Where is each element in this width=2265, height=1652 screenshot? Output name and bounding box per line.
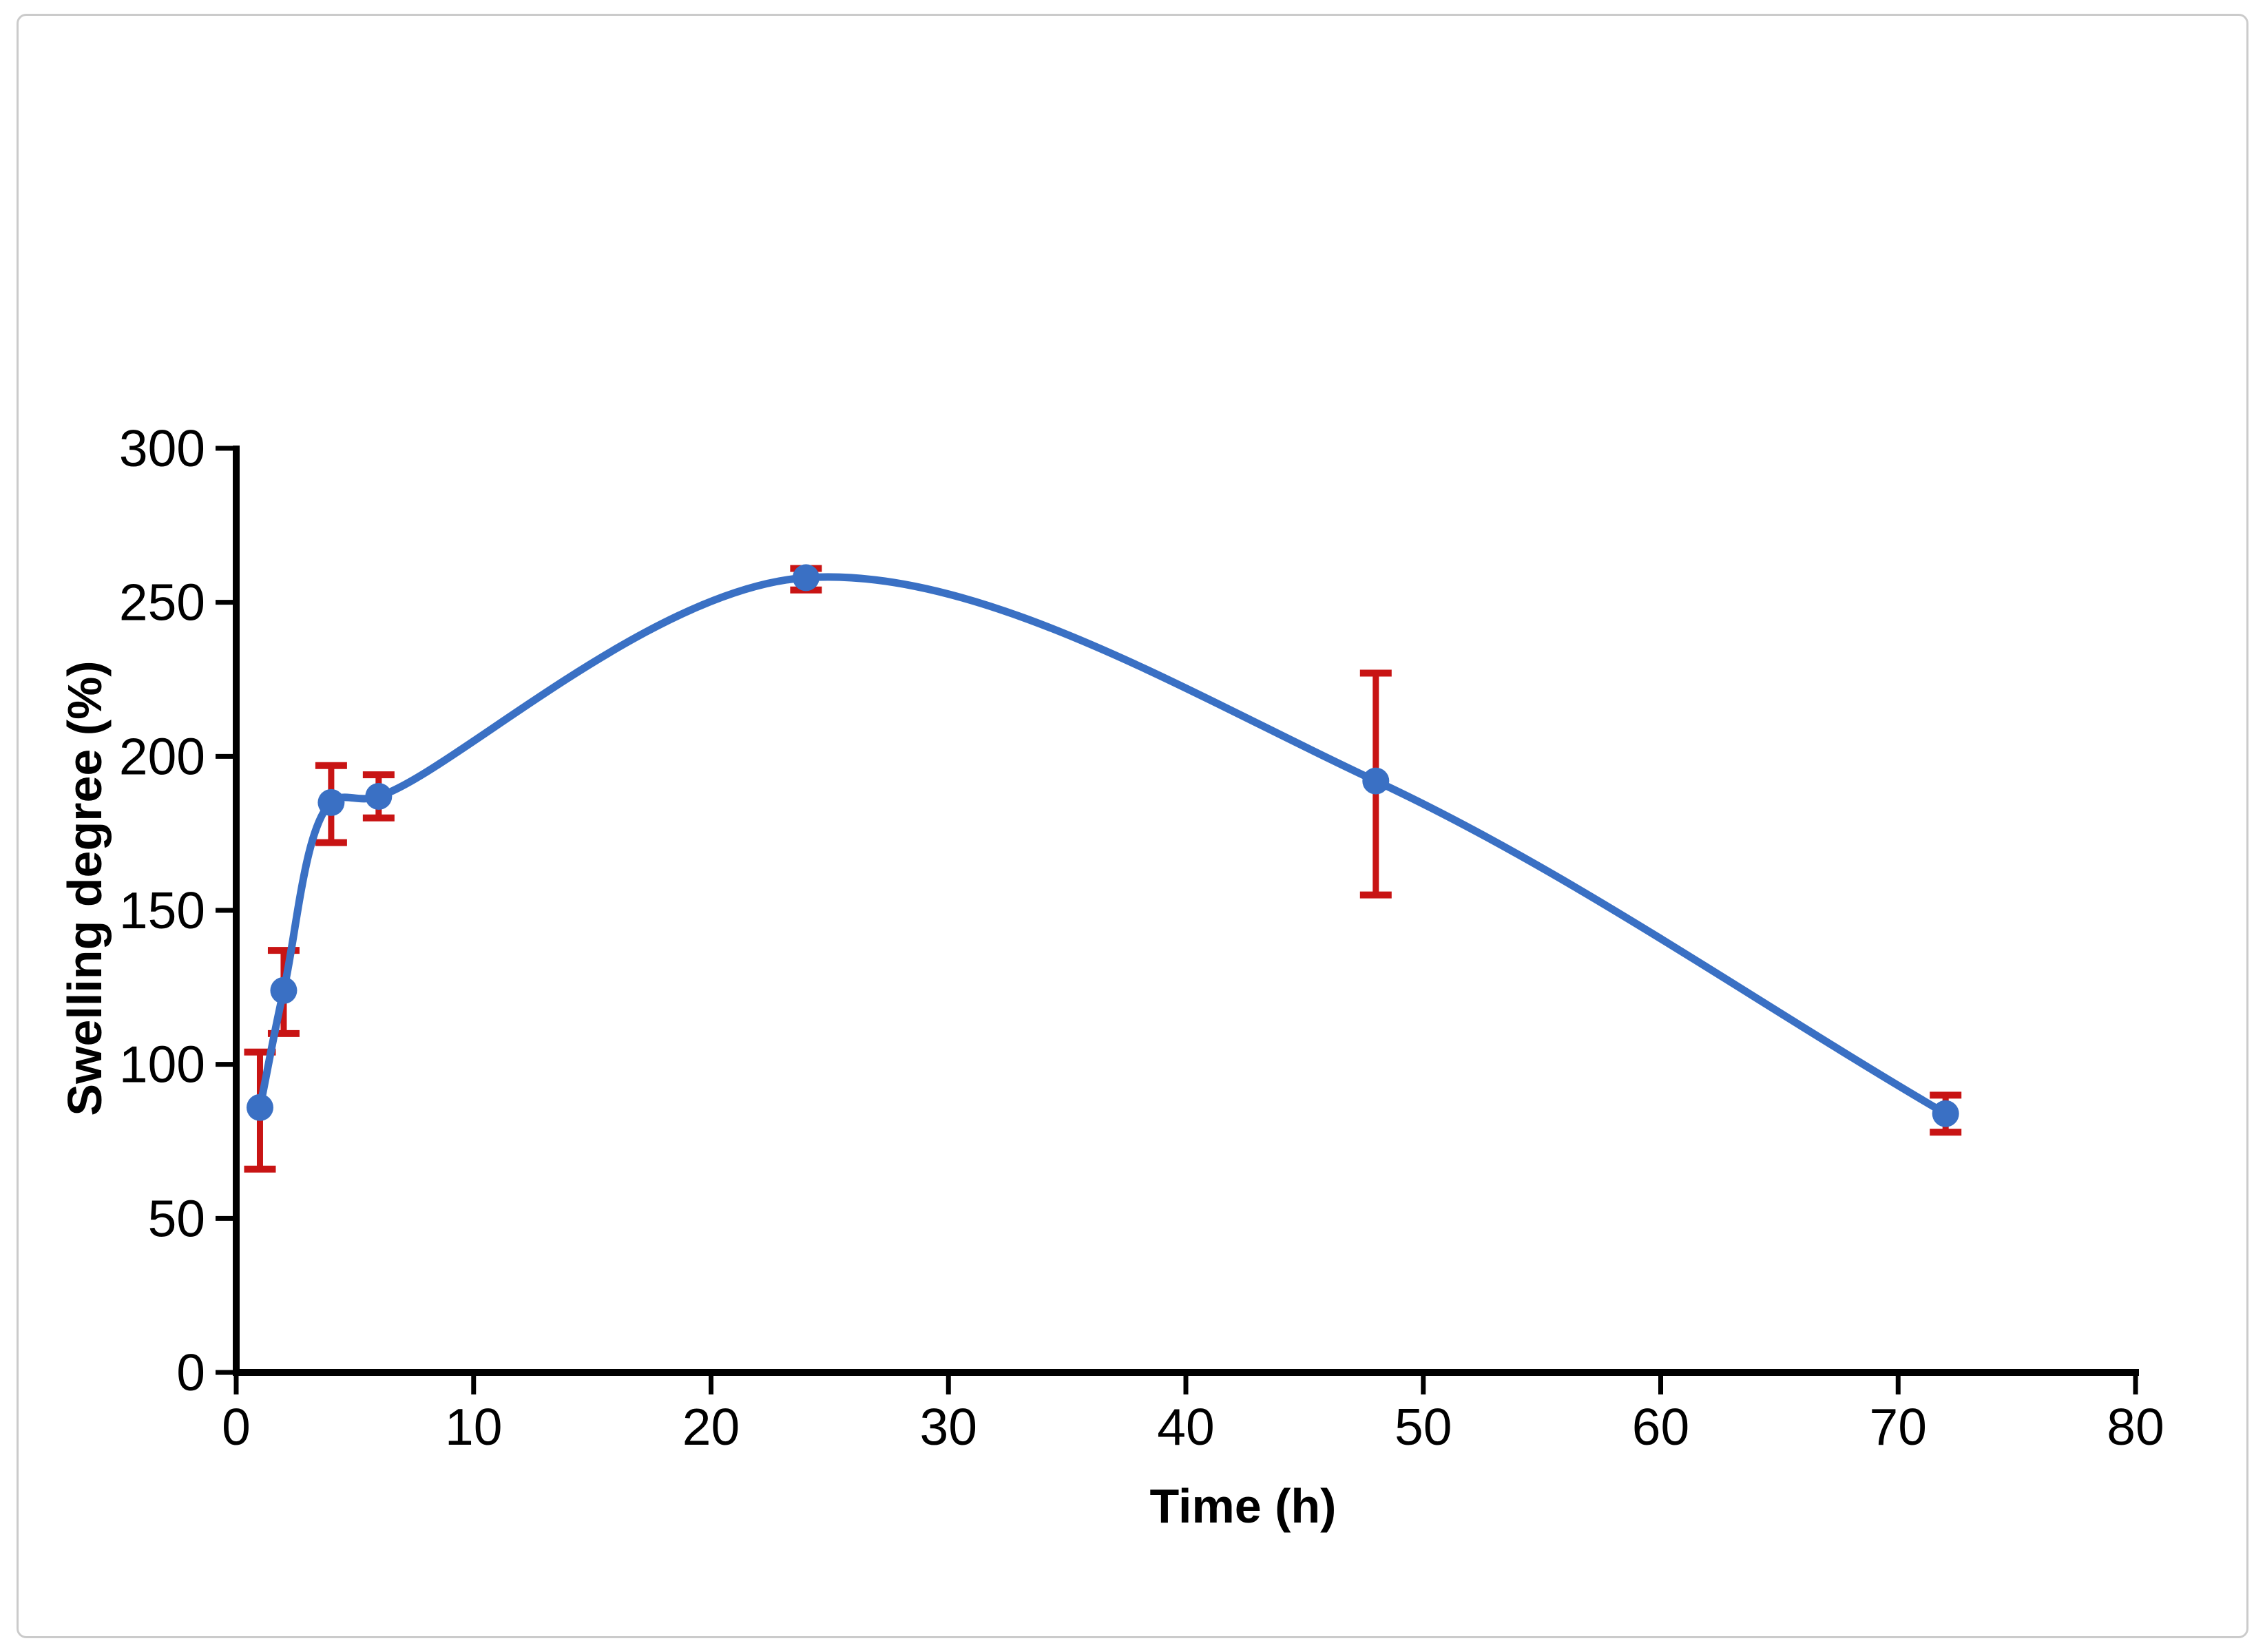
- x-tick-label: 70: [1870, 1398, 1927, 1456]
- x-tick-label: 50: [1395, 1398, 1452, 1456]
- data-point-marker: [270, 976, 298, 1004]
- x-tick-label: 0: [222, 1398, 251, 1456]
- data-point-marker: [1362, 767, 1390, 795]
- data-point-marker: [792, 564, 820, 592]
- x-tick-label: 80: [2107, 1398, 2164, 1456]
- y-tick-label: 100: [119, 1036, 205, 1094]
- data-point-marker: [246, 1094, 273, 1121]
- y-tick-label: 150: [119, 881, 205, 939]
- x-axis-title: Time (h): [1149, 1479, 1337, 1533]
- data-point-marker: [1932, 1100, 1959, 1127]
- x-tick-label: 30: [920, 1398, 977, 1456]
- x-tick-label: 10: [445, 1398, 502, 1456]
- x-tick-label: 20: [682, 1398, 740, 1456]
- data-point-marker: [365, 782, 393, 810]
- series-line: [255, 573, 1950, 1118]
- y-tick-label: 200: [119, 727, 205, 785]
- x-tick-label: 60: [1632, 1398, 1689, 1456]
- y-tick-label: 250: [119, 574, 205, 631]
- y-tick-label: 50: [148, 1189, 205, 1247]
- y-axis-title: Swelling degree (%): [58, 660, 112, 1116]
- y-tick-label: 0: [176, 1343, 205, 1401]
- y-tick-label: 300: [119, 419, 205, 477]
- x-tick-label: 40: [1157, 1398, 1214, 1456]
- data-point-marker: [317, 788, 345, 816]
